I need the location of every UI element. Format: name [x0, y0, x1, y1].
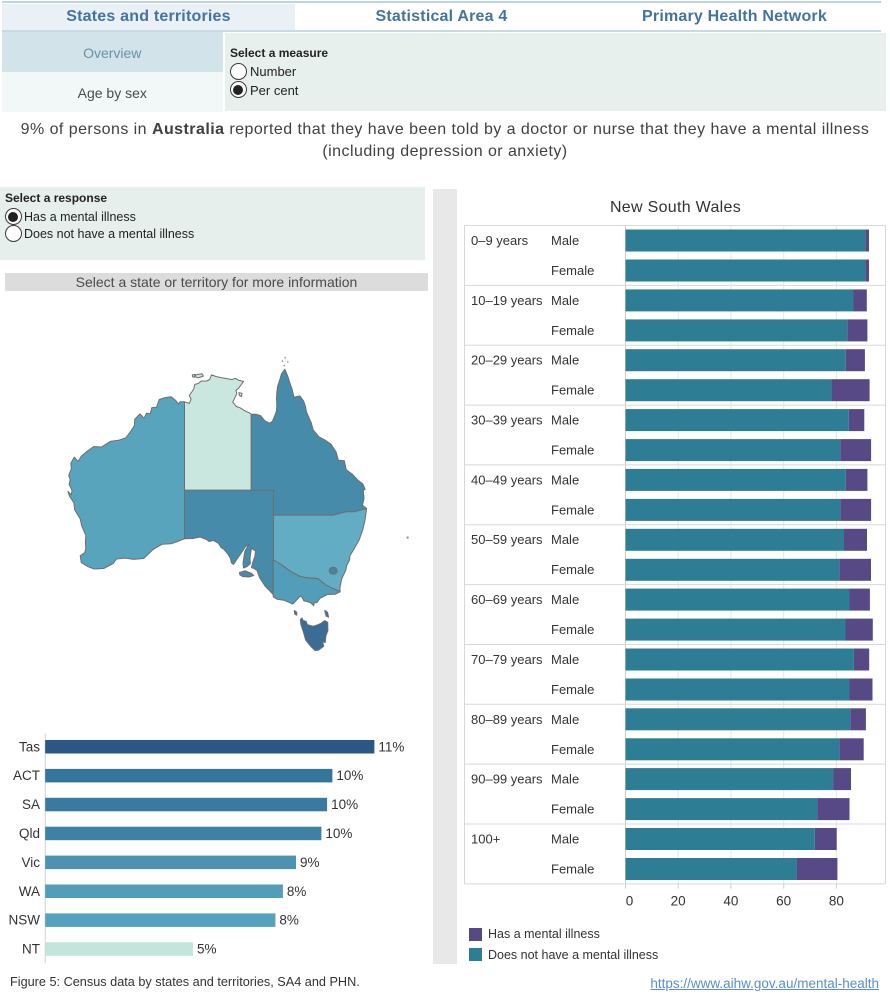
svg-text:NT: NT: [22, 942, 40, 957]
svg-text:Male: Male: [551, 592, 579, 607]
svg-text:Female: Female: [551, 263, 594, 278]
svg-text:10%: 10%: [336, 768, 363, 783]
svg-text:Female: Female: [551, 383, 594, 398]
svg-text:60–69 years: 60–69 years: [471, 592, 543, 607]
svg-text:20: 20: [671, 894, 686, 909]
svg-text:Male: Male: [551, 832, 579, 847]
svg-text:Male: Male: [551, 413, 579, 428]
svg-text:20–29 years: 20–29 years: [471, 353, 543, 368]
svg-text:60: 60: [776, 894, 791, 909]
svg-text:Female: Female: [551, 802, 594, 817]
svg-text:Female: Female: [551, 443, 594, 458]
svg-text:100+: 100+: [471, 832, 500, 847]
svg-text:Male: Male: [551, 532, 579, 547]
svg-text:80: 80: [829, 894, 844, 909]
svg-text:8%: 8%: [287, 884, 307, 899]
svg-text:Tas: Tas: [19, 739, 40, 754]
svg-text:9%: 9%: [300, 855, 320, 870]
svg-text:New South Wales: New South Wales: [610, 199, 741, 216]
svg-text:Male: Male: [551, 233, 579, 248]
svg-text:NSW: NSW: [9, 913, 41, 928]
svg-text:0–9 years: 0–9 years: [471, 233, 529, 248]
svg-text:Female: Female: [551, 742, 594, 757]
svg-text:Female: Female: [551, 862, 594, 877]
svg-text:Vic: Vic: [21, 855, 40, 870]
svg-text:11%: 11%: [378, 739, 404, 754]
svg-text:Female: Female: [551, 682, 594, 697]
svg-text:Male: Male: [551, 353, 579, 368]
svg-text:40: 40: [723, 894, 738, 909]
svg-text:SA: SA: [22, 797, 40, 812]
svg-text:Male: Male: [551, 472, 579, 487]
svg-text:Male: Male: [551, 293, 579, 308]
svg-text:Female: Female: [551, 622, 594, 637]
svg-text:10–19 years: 10–19 years: [471, 293, 543, 308]
svg-text:10%: 10%: [325, 826, 352, 841]
svg-text:50–59 years: 50–59 years: [471, 532, 543, 547]
svg-text:30–39 years: 30–39 years: [471, 413, 543, 428]
svg-text:Female: Female: [551, 323, 594, 338]
svg-text:Qld: Qld: [19, 826, 40, 841]
svg-text:Female: Female: [551, 502, 594, 517]
svg-text:Male: Male: [551, 712, 579, 727]
svg-text:WA: WA: [19, 884, 40, 899]
svg-text:0: 0: [626, 894, 634, 909]
svg-text:Male: Male: [551, 772, 579, 787]
svg-text:ACT: ACT: [13, 768, 40, 783]
svg-text:5%: 5%: [197, 942, 217, 957]
svg-text:70–79 years: 70–79 years: [471, 652, 543, 667]
svg-text:10%: 10%: [331, 797, 358, 812]
svg-text:90–99 years: 90–99 years: [471, 772, 543, 787]
svg-text:Male: Male: [551, 652, 579, 667]
svg-text:8%: 8%: [279, 913, 299, 928]
svg-text:80–89 years: 80–89 years: [471, 712, 543, 727]
svg-text:40–49 years: 40–49 years: [471, 472, 543, 487]
svg-text:Female: Female: [551, 562, 594, 577]
